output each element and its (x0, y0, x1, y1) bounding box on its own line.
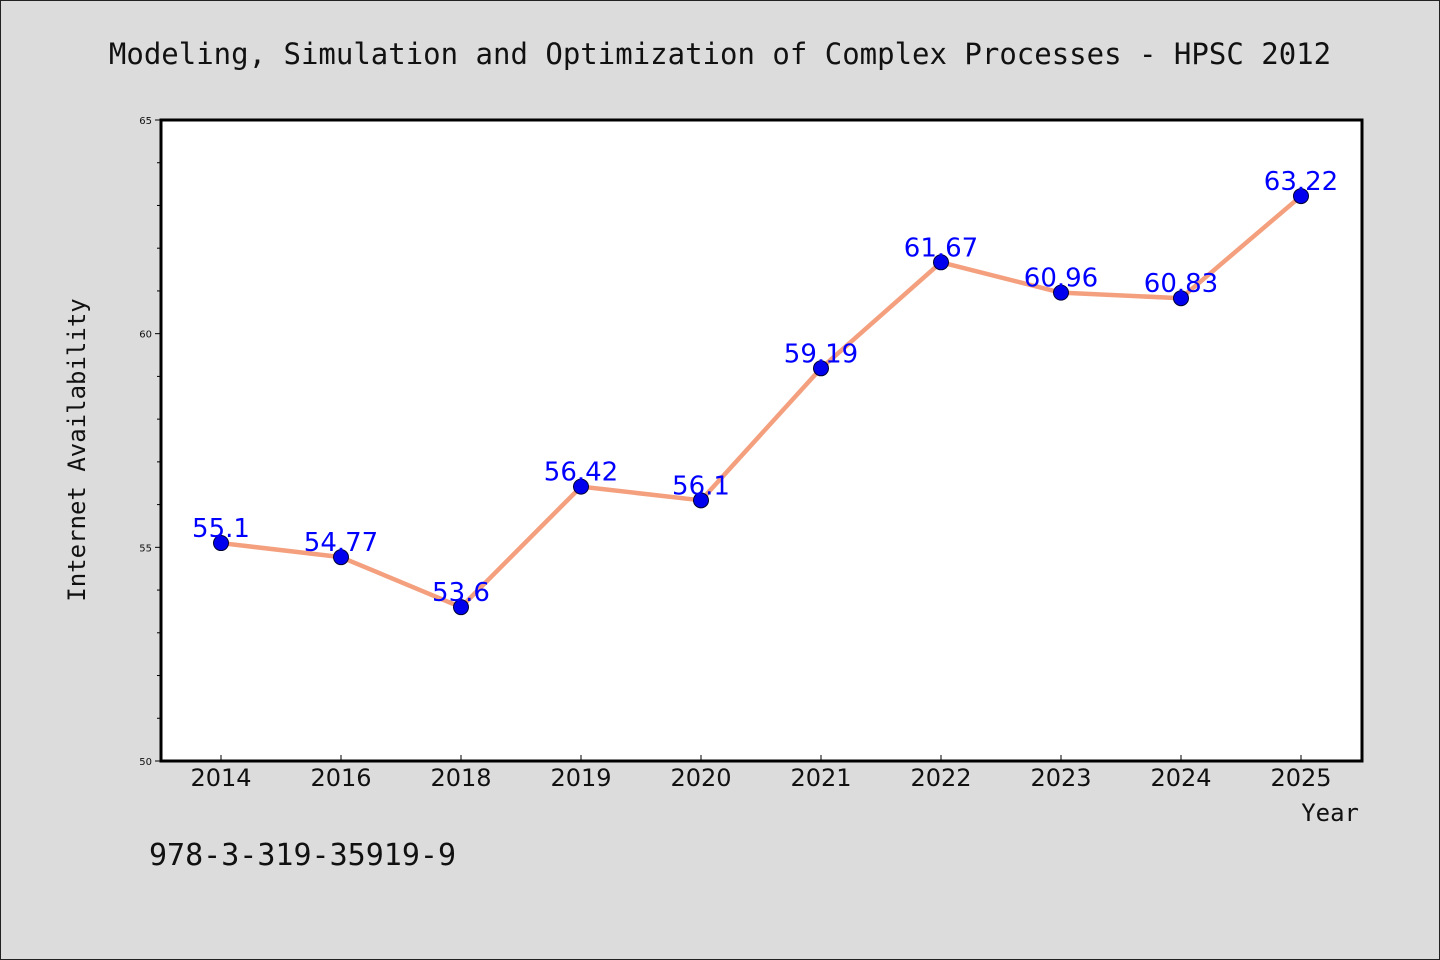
isbn-annotation: 978-3-319-35919-9 (149, 838, 456, 873)
x-axis-label: Year (1301, 799, 1359, 827)
y-axis-label: Internet Availability (63, 298, 91, 601)
x-tick-label: 2020 (670, 764, 731, 792)
x-tick-label: 2019 (550, 764, 611, 792)
data-label: 63.22 (1264, 167, 1338, 197)
plot-area (159, 118, 1364, 763)
data-point (1053, 284, 1069, 301)
data-label: 55.1 (192, 514, 250, 544)
chart-title: Modeling, Simulation and Optimization of… (109, 37, 1331, 71)
data-point (933, 254, 949, 271)
y-axis: 50 55 60 65 (139, 116, 161, 768)
data-label: 61.67 (904, 233, 978, 263)
data-label: 53.6 (432, 578, 490, 608)
x-tick-label: 2018 (430, 764, 491, 792)
y-tick-label: 55 (139, 543, 152, 554)
data-point (1173, 290, 1189, 307)
data-labels: 55.1 54.77 53.6 56.42 56.1 59.19 61.67 60.96 60.… (192, 167, 1338, 608)
y-tick-label: 60 (139, 330, 152, 341)
x-tick-label: 2025 (1270, 764, 1331, 792)
data-label: 54.77 (304, 528, 378, 558)
series-line (218, 193, 1304, 610)
x-tick-label: 2024 (1150, 764, 1211, 792)
y-tick-label: 50 (139, 757, 152, 768)
x-tick-label: 2022 (910, 764, 971, 792)
data-point (333, 549, 349, 566)
series-layer (213, 188, 1309, 616)
x-axis: 2014 2016 2018 2019 2020 2021 2022 2023 2024 2025 (190, 755, 1332, 792)
y-tick-label: 65 (139, 116, 152, 127)
data-point (1293, 188, 1309, 205)
data-point (573, 478, 589, 495)
x-tick-label: 2016 (310, 764, 371, 792)
data-label: 56.42 (544, 458, 618, 488)
data-label: 60.96 (1024, 264, 1098, 294)
data-point (213, 535, 229, 552)
x-tick-label: 2014 (190, 764, 251, 792)
data-point (813, 360, 829, 377)
x-tick-label: 2021 (790, 764, 851, 792)
data-point (693, 492, 709, 509)
data-label: 56.1 (672, 471, 730, 501)
x-tick-label: 2023 (1030, 764, 1091, 792)
data-point (453, 599, 469, 616)
data-label: 60.83 (1144, 269, 1218, 299)
data-label: 59.19 (784, 339, 858, 369)
